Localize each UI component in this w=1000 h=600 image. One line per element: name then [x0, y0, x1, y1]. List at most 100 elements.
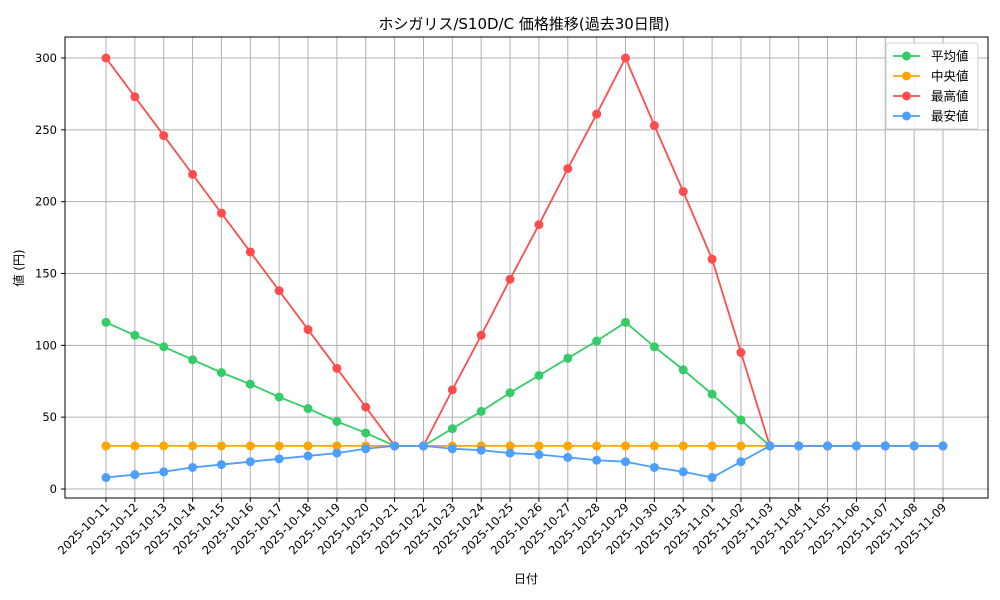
data-point — [476, 445, 486, 455]
data-point — [707, 441, 717, 451]
data-point — [621, 457, 631, 467]
legend-label: 中央値 — [931, 69, 969, 84]
y-tick-label: 150 — [35, 267, 57, 281]
data-point — [505, 388, 515, 398]
legend-marker-icon — [902, 51, 911, 61]
data-point — [505, 274, 515, 284]
data-point — [621, 441, 631, 451]
data-point — [390, 441, 400, 451]
plot-frame — [64, 36, 989, 499]
data-point — [794, 441, 804, 451]
data-point — [245, 247, 255, 257]
data-point — [649, 462, 659, 472]
data-point — [245, 379, 255, 389]
x-axis-label: 日付 — [514, 572, 538, 586]
data-point — [736, 457, 746, 467]
data-point — [447, 424, 457, 434]
data-point — [332, 416, 342, 426]
data-point — [274, 441, 284, 451]
data-point — [245, 441, 255, 451]
data-point — [245, 457, 255, 467]
data-point — [274, 286, 284, 296]
data-point — [361, 402, 371, 412]
legend-item: 最安値 — [893, 109, 969, 124]
data-point — [274, 392, 284, 402]
data-point — [505, 441, 515, 451]
data-point — [188, 462, 198, 472]
data-point — [736, 415, 746, 425]
data-point — [678, 441, 688, 451]
data-point — [851, 441, 861, 451]
data-point — [563, 353, 573, 363]
data-point — [678, 365, 688, 375]
data-point — [361, 444, 371, 454]
legend-label: 平均値 — [931, 49, 969, 64]
data-point — [303, 325, 313, 335]
data-point — [332, 363, 342, 373]
data-point — [130, 441, 140, 451]
data-point — [447, 385, 457, 395]
series-平均値 — [101, 317, 948, 451]
data-point — [823, 441, 833, 451]
data-point — [332, 441, 342, 451]
data-point — [592, 441, 602, 451]
data-point — [159, 441, 169, 451]
grid-lines — [65, 37, 988, 498]
series-line — [105, 444, 943, 479]
legend-label: 最高値 — [931, 89, 969, 104]
y-tick-label: 250 — [35, 123, 57, 137]
data-point — [505, 448, 515, 458]
data-point — [216, 368, 226, 378]
data-point — [736, 441, 746, 451]
data-point — [534, 441, 544, 451]
legend-item: 中央値 — [893, 69, 969, 84]
data-point — [621, 53, 631, 63]
data-point — [303, 404, 313, 414]
data-point — [101, 317, 111, 327]
data-point — [216, 441, 226, 451]
data-point — [130, 470, 140, 480]
data-point — [707, 254, 717, 264]
data-point — [101, 53, 111, 63]
legend-marker-icon — [902, 111, 911, 121]
data-point — [678, 187, 688, 197]
data-point — [534, 220, 544, 230]
data-point — [159, 467, 169, 477]
series-line — [105, 55, 943, 447]
data-point — [159, 342, 169, 352]
data-point — [534, 450, 544, 460]
data-point — [188, 355, 198, 365]
legend-item: 最高値 — [893, 89, 969, 104]
data-point — [707, 473, 717, 483]
data-point — [216, 460, 226, 470]
data-point — [188, 169, 198, 179]
data-point — [649, 441, 659, 451]
series-最安値 — [101, 441, 948, 483]
data-point — [649, 121, 659, 131]
data-point — [418, 441, 428, 451]
data-point — [534, 371, 544, 381]
data-point — [361, 428, 371, 438]
data-point — [332, 448, 342, 458]
y-tick-label: 300 — [35, 51, 57, 65]
data-point — [736, 348, 746, 358]
data-point — [274, 454, 284, 464]
data-point — [621, 317, 631, 327]
data-point — [909, 441, 919, 451]
data-point — [476, 330, 486, 340]
data-point — [303, 441, 313, 451]
data-point — [101, 473, 111, 483]
data-point — [447, 444, 457, 454]
data-point — [938, 441, 948, 451]
data-point — [216, 208, 226, 218]
data-point — [649, 342, 659, 352]
y-axis-label: 値 (円) — [11, 249, 26, 286]
y-tick-label: 50 — [42, 410, 57, 424]
data-point — [188, 441, 198, 451]
data-point — [563, 164, 573, 174]
series-最高値 — [101, 53, 948, 451]
data-point — [476, 406, 486, 416]
y-tick-label: 200 — [35, 195, 57, 209]
